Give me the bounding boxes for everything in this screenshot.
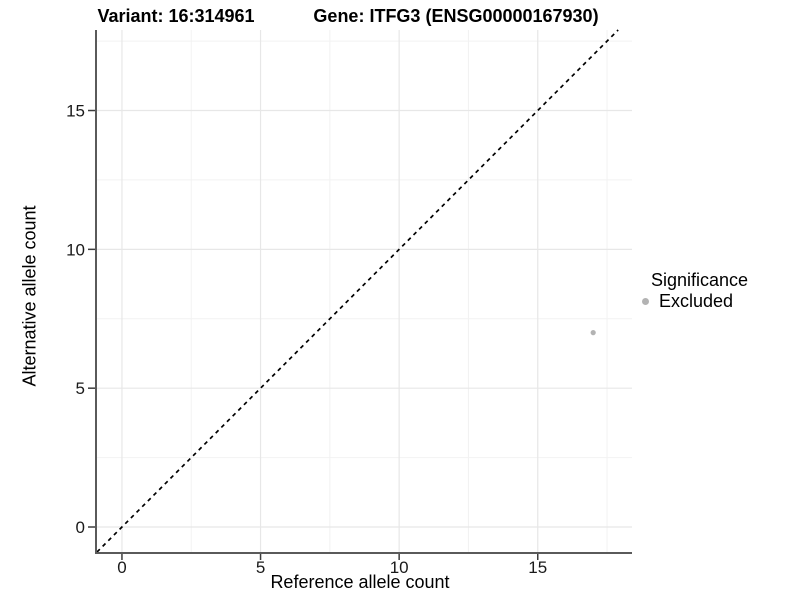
gene-title: Gene: ITFG3 (ENSG00000167930) xyxy=(313,6,599,26)
legend-entry-label: Excluded xyxy=(659,291,734,311)
x-tick-label: 0 xyxy=(117,558,126,577)
identity-line xyxy=(96,29,619,553)
legend-key-dot-icon xyxy=(641,298,649,305)
x-tick-label: 15 xyxy=(528,558,547,577)
x-axis-title: Reference allele count xyxy=(270,572,450,592)
legend-title: Significance xyxy=(651,270,749,290)
legend-key xyxy=(634,298,656,305)
legend: Significance Excluded xyxy=(634,270,748,312)
y-tick-label: 10 xyxy=(66,240,85,259)
x-tick-label: 10 xyxy=(390,558,409,577)
variant-title: Variant: 16:314961 xyxy=(97,6,255,26)
x-tick-label: 5 xyxy=(256,558,265,577)
y-axis-title: Alternative allele count xyxy=(19,205,40,387)
data-point xyxy=(590,330,596,336)
y-tick-label: 0 xyxy=(76,518,85,537)
legend-entry: Excluded xyxy=(634,291,748,312)
y-tick-label: 15 xyxy=(66,102,85,121)
y-tick-label: 5 xyxy=(76,379,85,398)
